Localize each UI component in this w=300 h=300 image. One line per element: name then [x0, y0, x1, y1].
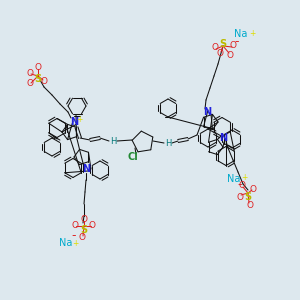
Text: +: +: [249, 29, 255, 38]
Text: O: O: [226, 50, 233, 59]
Text: O: O: [217, 50, 224, 58]
Text: S: S: [34, 74, 42, 84]
Text: O: O: [80, 215, 88, 224]
Text: +: +: [72, 238, 78, 247]
Text: O: O: [26, 80, 34, 88]
Text: Na: Na: [234, 29, 248, 39]
Text: O: O: [71, 220, 79, 230]
Text: S: S: [80, 225, 88, 235]
Text: O: O: [26, 68, 34, 77]
Text: Cl: Cl: [128, 152, 138, 162]
Text: O: O: [230, 41, 236, 50]
Text: O: O: [88, 220, 95, 230]
Text: S: S: [219, 39, 226, 49]
Text: O: O: [34, 64, 41, 73]
Text: -: -: [235, 35, 239, 49]
Text: O: O: [40, 76, 47, 85]
Text: S: S: [244, 192, 252, 202]
Text: H: H: [165, 139, 171, 148]
Text: O: O: [238, 182, 245, 190]
Text: N: N: [70, 117, 78, 127]
Text: O: O: [247, 200, 254, 209]
Text: N: N: [219, 133, 227, 143]
Text: N: N: [82, 164, 90, 174]
Text: N: N: [203, 107, 211, 117]
Text: O: O: [236, 193, 244, 202]
Text: O: O: [212, 44, 218, 52]
Text: O: O: [250, 184, 256, 194]
Text: -: -: [238, 178, 242, 191]
Text: +: +: [76, 116, 82, 124]
Text: -: -: [72, 230, 76, 242]
Text: Na: Na: [59, 238, 73, 248]
Text: H: H: [110, 136, 116, 146]
Text: Na: Na: [227, 174, 241, 184]
Text: O: O: [79, 233, 86, 242]
Text: +: +: [241, 173, 247, 182]
